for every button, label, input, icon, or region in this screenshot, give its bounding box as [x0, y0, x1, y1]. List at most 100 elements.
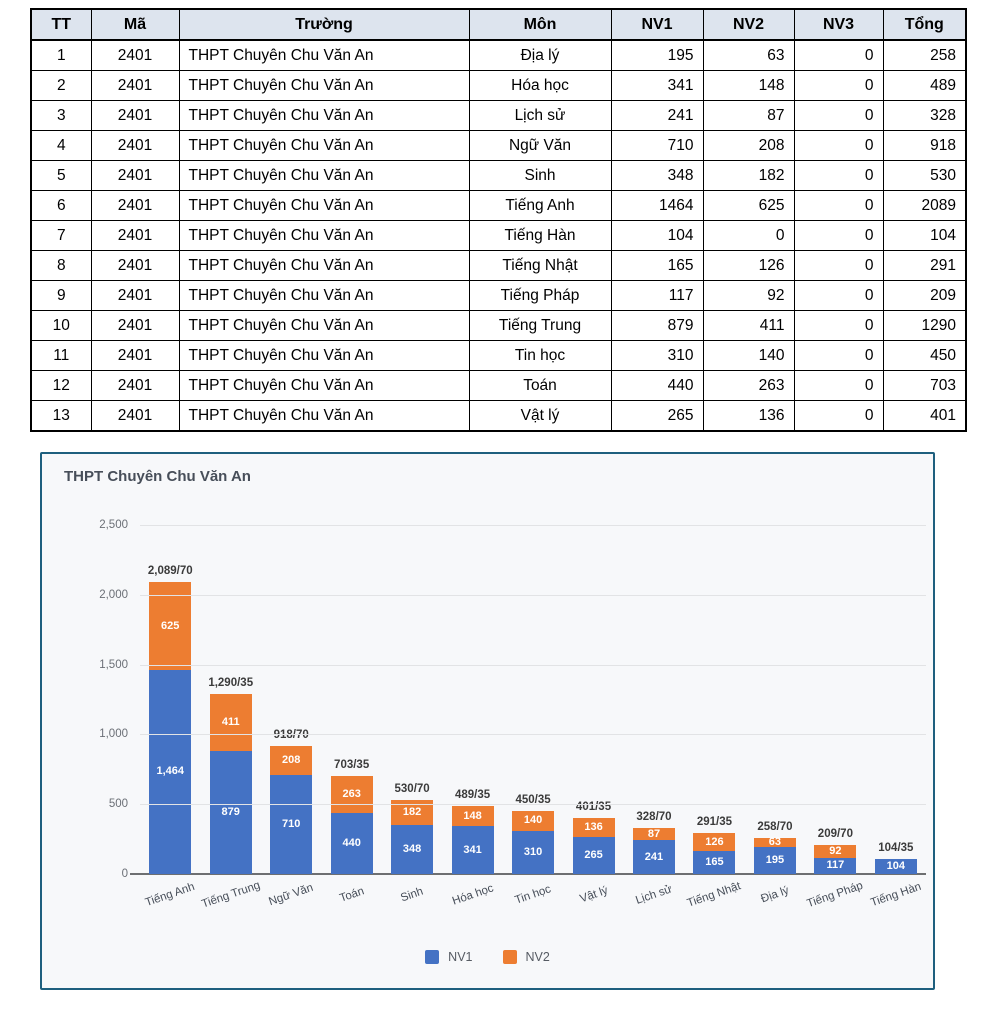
bar-segment-nv1[interactable]: 341 [451, 826, 494, 874]
bar-segment-nv1[interactable]: 440 [330, 812, 373, 874]
gridline [140, 525, 926, 526]
y-axis-tick-label: 1,000 [99, 728, 128, 741]
cell-nv1: 348 [610, 160, 704, 191]
x-axis-line [130, 873, 926, 875]
header-nv1: NV1 [610, 8, 704, 41]
cell-truong: THPT Chuyên Chu Văn An [178, 370, 470, 401]
x-axis-label: Tin học [513, 883, 553, 907]
table-row: 11 2401 THPT Chuyên Chu Văn An Tin học 310 14… [30, 340, 967, 371]
cell-tt: 4 [30, 130, 92, 161]
bar-stack: 209/70 92 117 [814, 828, 857, 874]
bar-total-label: 1,290/35 [208, 676, 254, 689]
bar-segment-nv1[interactable]: 710 [270, 774, 313, 874]
legend-item-nv2[interactable]: NV2 [502, 950, 550, 964]
cell-nv2: 182 [702, 160, 795, 191]
legend-item-nv1[interactable]: NV1 [425, 950, 473, 964]
bar-segment-nv2[interactable]: 140 [512, 811, 555, 831]
header-ma: Mã [90, 8, 180, 41]
bar-segment-nv2[interactable]: 148 [451, 805, 494, 827]
bar-segment-nv1[interactable]: 104 [874, 859, 917, 874]
cell-tt: 9 [30, 280, 92, 311]
x-axis-label: Lịch sử [634, 883, 674, 907]
cell-truong: THPT Chuyên Chu Văn An [178, 340, 470, 371]
x-axis-label: Tiếng Nhật [686, 880, 743, 910]
bar-segment-nv2[interactable]: 63 [753, 837, 796, 847]
bar-segment-nv2[interactable]: 126 [693, 833, 736, 851]
cell-ma: 2401 [90, 310, 180, 341]
table-row: 10 2401 THPT Chuyên Chu Văn An Tiếng Trung 8… [30, 310, 967, 341]
cell-nv3: 0 [793, 280, 884, 311]
cell-nv1: 879 [610, 310, 704, 341]
bar-stack: 104/35 104 [874, 842, 917, 874]
y-axis-tick-label: 0 [121, 868, 128, 880]
cell-ma: 2401 [90, 400, 180, 432]
cell-mon: Tiếng Anh [468, 190, 612, 221]
bar-segment-nv2[interactable]: 625 [149, 582, 192, 670]
bar-segment-nv1[interactable]: 165 [693, 850, 736, 874]
cell-nv1: 195 [610, 39, 704, 71]
bar-segment-nv2[interactable]: 263 [330, 775, 373, 813]
chart-legend: NV1 NV2 [42, 950, 933, 964]
cell-truong: THPT Chuyên Chu Văn An [178, 39, 470, 71]
cell-nv3: 0 [793, 400, 884, 432]
cell-nv1: 710 [610, 130, 704, 161]
cell-tt: 5 [30, 160, 92, 191]
bar-segment-nv1[interactable]: 879 [209, 751, 252, 874]
bar-segment-nv2[interactable]: 136 [572, 818, 615, 838]
bar-segment-nv2[interactable]: 411 [209, 693, 252, 752]
cell-tong: 401 [882, 400, 967, 432]
bar-total-label: 530/70 [394, 783, 430, 796]
cell-nv3: 0 [793, 100, 884, 131]
legend-swatch-nv1-icon [425, 950, 440, 964]
bar-segment-nv1[interactable]: 241 [632, 840, 675, 874]
table-row: 1 2401 THPT Chuyên Chu Văn An Địa lý 195 63 0 2… [30, 39, 967, 71]
table-row: 6 2401 THPT Chuyên Chu Văn An Tiếng Anh 1464… [30, 190, 967, 221]
cell-mon: Tiếng Trung [468, 310, 612, 341]
bar-segment-nv1[interactable]: 265 [572, 837, 615, 874]
bar-segment-nv2[interactable]: 92 [814, 844, 857, 858]
cell-nv2: 411 [702, 310, 795, 341]
bar-segment-nv2[interactable]: 208 [270, 745, 313, 775]
y-axis-tick-label: 2,000 [99, 588, 128, 601]
cell-mon: Tiếng Hàn [468, 220, 612, 251]
cell-truong: THPT Chuyên Chu Văn An [178, 160, 470, 191]
cell-nv2: 625 [702, 190, 795, 221]
cell-truong: THPT Chuyên Chu Văn An [178, 70, 470, 101]
bar-segment-nv2[interactable]: 87 [632, 828, 675, 841]
x-axis-label: Tiếng Pháp [805, 879, 865, 911]
cell-tt: 6 [30, 190, 92, 221]
bar-total-label: 489/35 [454, 788, 491, 801]
header-row: TT Mã Trường Môn NV1 NV2 NV3 Tổng [30, 8, 967, 41]
chart-card: THPT Chuyên Chu Văn An 2,089/70 625 1,464 T… [40, 452, 935, 990]
cell-truong: THPT Chuyên Chu Văn An [178, 400, 470, 432]
gridline [140, 734, 926, 736]
cell-tt: 7 [30, 220, 92, 251]
bar-stack: 258/70 63 195 [753, 821, 796, 874]
x-axis-label: Hóa học [450, 882, 495, 908]
cell-nv3: 0 [793, 70, 884, 101]
x-axis-label: Tiếng Anh [143, 880, 197, 910]
bar-segment-nv1[interactable]: 195 [753, 846, 796, 874]
cell-mon: Toán [468, 370, 612, 401]
cell-nv2: 136 [702, 400, 795, 432]
bar-segment-nv1[interactable]: 1,464 [149, 669, 192, 874]
cell-mon: Sinh [468, 160, 612, 191]
header-nv3: NV3 [793, 8, 884, 41]
bar-segment-nv1[interactable]: 117 [814, 857, 857, 874]
bar-column: 489/35 148 341 Hóa học [442, 525, 502, 908]
bar-stack: 489/35 148 341 [451, 789, 494, 874]
bar-segment-nv1[interactable]: 348 [391, 825, 434, 874]
x-axis-label: Tiếng Trung [199, 879, 262, 911]
cell-tt: 13 [30, 400, 92, 432]
cell-tong: 291 [882, 250, 967, 281]
cell-tt: 11 [30, 340, 92, 371]
gridline [140, 594, 926, 596]
bar-stack: 703/35 263 440 [330, 759, 373, 874]
cell-mon: Ngữ Văn [468, 130, 612, 161]
header-tt: TT [30, 8, 92, 41]
bar-column: 450/35 140 310 Tin học [503, 525, 563, 907]
cell-nv3: 0 [793, 250, 884, 281]
gridline [140, 804, 926, 806]
table-row: 5 2401 THPT Chuyên Chu Văn An Sinh 348 182 0 53… [30, 160, 967, 191]
bar-segment-nv1[interactable]: 310 [512, 830, 555, 874]
